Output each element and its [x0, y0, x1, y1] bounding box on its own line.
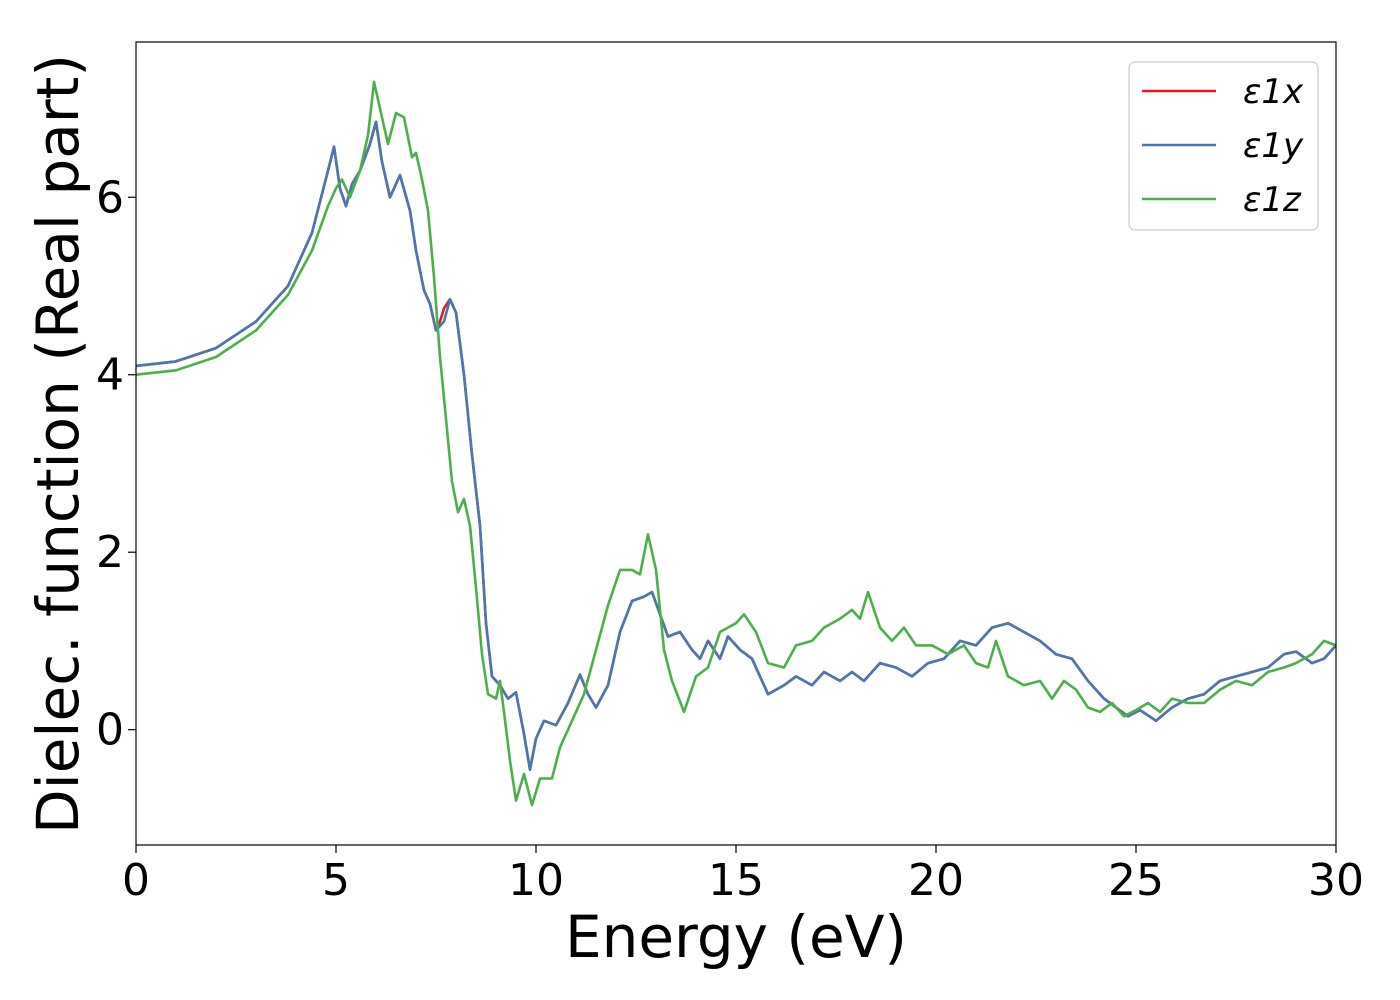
legend-label: ε1z [1243, 180, 1302, 220]
x-tick-label: 15 [708, 855, 764, 906]
y-tick-label: 2 [96, 527, 124, 578]
x-axis-label: Energy (eV) [565, 903, 907, 971]
x-tick-label: 20 [908, 855, 964, 906]
legend-label: ε1x [1243, 72, 1304, 112]
legend: ε1x ε1y ε1z [1128, 61, 1319, 231]
y-tick-label: 6 [96, 172, 124, 223]
x-axis: 0 5 10 15 20 25 30 [122, 845, 1364, 906]
legend-label: ε1y [1243, 126, 1304, 166]
x-tick-label: 25 [1108, 855, 1164, 906]
series-layer [136, 80, 1336, 807]
legend-box [1128, 61, 1319, 231]
series-line-3 [136, 80, 1336, 807]
y-axis-label: Dielec. function (Real part) [24, 54, 92, 834]
x-tick-label: 30 [1308, 855, 1364, 906]
y-tick-label: 0 [96, 705, 124, 756]
x-tick-label: 0 [122, 855, 150, 906]
y-tick-label: 4 [96, 350, 124, 401]
x-tick-label: 10 [508, 855, 564, 906]
x-tick-label: 5 [322, 855, 350, 906]
y-axis: 0 2 4 6 [96, 172, 136, 756]
